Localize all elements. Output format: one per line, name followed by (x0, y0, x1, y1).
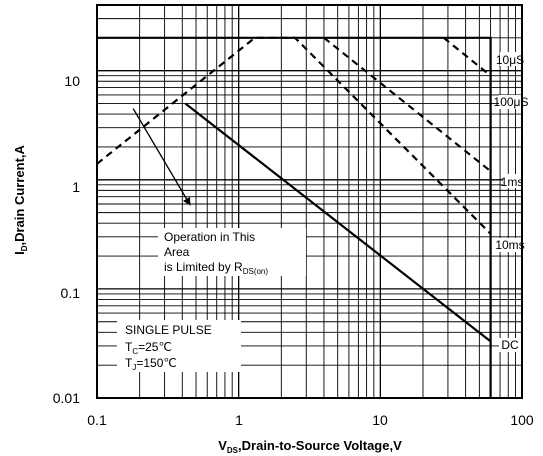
annotation-line-1: Operation in This (164, 230, 255, 244)
conditions-line-1: SINGLE PULSE (125, 323, 212, 337)
series-label-10ms: 10ms (495, 238, 524, 252)
series-line-limit (97, 36, 492, 398)
x-axis-label: VDS,Drain-to-Source Voltage,V (218, 438, 402, 455)
x-tick-label: 0.1 (87, 412, 107, 428)
annotation-arrow (132, 108, 191, 206)
annotation-background (158, 228, 306, 276)
label-bg-dc (499, 338, 522, 352)
grid (97, 5, 522, 398)
label-bg-100us (499, 95, 522, 109)
series-lines (96, 36, 492, 398)
y-tick-label: 1 (72, 179, 80, 195)
series-line-dc (184, 102, 492, 343)
conditions-line-3: TJ=150℃ (125, 356, 177, 372)
series-label-1ms: 1ms (501, 175, 524, 189)
conditions-line-2: TC=25℃ (125, 340, 172, 356)
plot-frame (96, 4, 523, 399)
y-axis-label: ID,Drain Current,A (12, 144, 29, 254)
conditions-background (117, 320, 241, 372)
x-tick-label: 10 (372, 412, 388, 428)
series-label-dc: DC (501, 338, 519, 352)
series-label-10us: 10μS (496, 53, 524, 67)
series-label-100us: 100μS (494, 95, 529, 109)
label-bg-10ms (498, 238, 522, 252)
x-tick-label: 100 (510, 412, 534, 428)
x-tick-label: 1 (235, 412, 243, 428)
series-line-10-s (443, 36, 492, 77)
annotation-line-2: Area (164, 245, 190, 259)
annotation-line-3: is Limited by RDS(on) (164, 260, 268, 276)
label-bg-10us (500, 52, 522, 66)
y-tick-label: 0.01 (53, 390, 80, 406)
y-tick-label: 10 (64, 73, 80, 89)
y-tick-label: 0.1 (61, 285, 81, 301)
label-bg-1ms (503, 174, 522, 188)
